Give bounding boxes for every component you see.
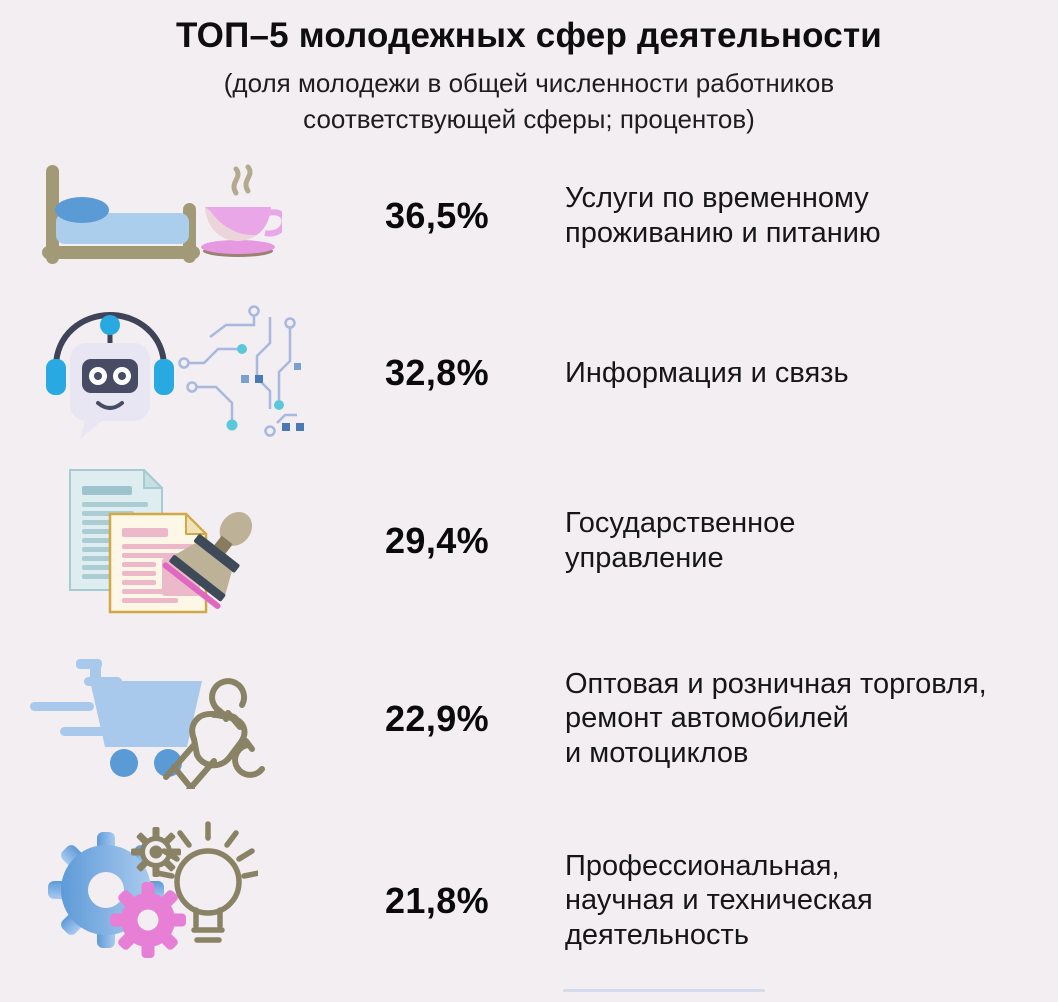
gear-small-olive-icon bbox=[131, 826, 181, 877]
underline-decoration bbox=[563, 989, 765, 992]
list-item: 32,8% Информация и связь bbox=[0, 292, 1058, 455]
percent-value: 22,9% bbox=[385, 697, 490, 739]
chatbot-circuit-icon bbox=[46, 305, 304, 440]
list-item: 21,8% Профессиональная, научная и технич… bbox=[0, 811, 1058, 991]
stamp-icon bbox=[162, 511, 253, 609]
document-front-icon bbox=[108, 512, 208, 614]
gears-lightbulb-icon bbox=[48, 821, 258, 958]
percent-value: 36,5% bbox=[385, 194, 490, 236]
page-title: ТОП–5 молодежных сфер деятельности bbox=[175, 16, 883, 55]
sector-label: Государственное управление bbox=[565, 506, 796, 574]
sector-label: Информация и связь bbox=[565, 356, 849, 389]
gear-pink-icon bbox=[110, 881, 186, 958]
delivery-cart-wrench-icon bbox=[30, 658, 265, 789]
percent-value: 21,8% bbox=[385, 879, 490, 921]
documents-stamp-icon bbox=[69, 468, 253, 614]
list-item: 29,4% Государственное управление bbox=[0, 455, 1058, 627]
sector-label: Оптовая и розничная торговля, ремонт авт… bbox=[565, 667, 987, 770]
percent-value: 29,4% bbox=[385, 519, 490, 561]
list-item: 36,5% Услуги по временному проживанию и … bbox=[0, 140, 1058, 292]
bed-and-coffee-icon bbox=[42, 164, 282, 265]
wrench-hand-icon bbox=[163, 677, 265, 789]
sector-label: Профессиональная, научная и техническая … bbox=[565, 849, 873, 952]
sector-label: Услуги по временному проживанию и питани… bbox=[565, 181, 881, 249]
list-item: 22,9% Оптовая и розничная торговля, ремо… bbox=[0, 627, 1058, 811]
lightbulb-icon bbox=[154, 821, 258, 943]
page-subtitle: (доля молодежи в общей численности работ… bbox=[223, 68, 835, 135]
circuit-icon bbox=[178, 305, 304, 438]
shopping-cart-icon bbox=[30, 658, 202, 777]
coffee-cup-icon bbox=[201, 164, 282, 258]
percent-value: 32,8% bbox=[385, 352, 490, 394]
sector-list: 36,5% Услуги по временному проживанию и … bbox=[0, 140, 1058, 991]
robot-head-icon bbox=[46, 312, 174, 440]
bed-icon bbox=[42, 165, 200, 265]
header: ТОП–5 молодежных сфер деятельности (доля… bbox=[0, 0, 1058, 138]
